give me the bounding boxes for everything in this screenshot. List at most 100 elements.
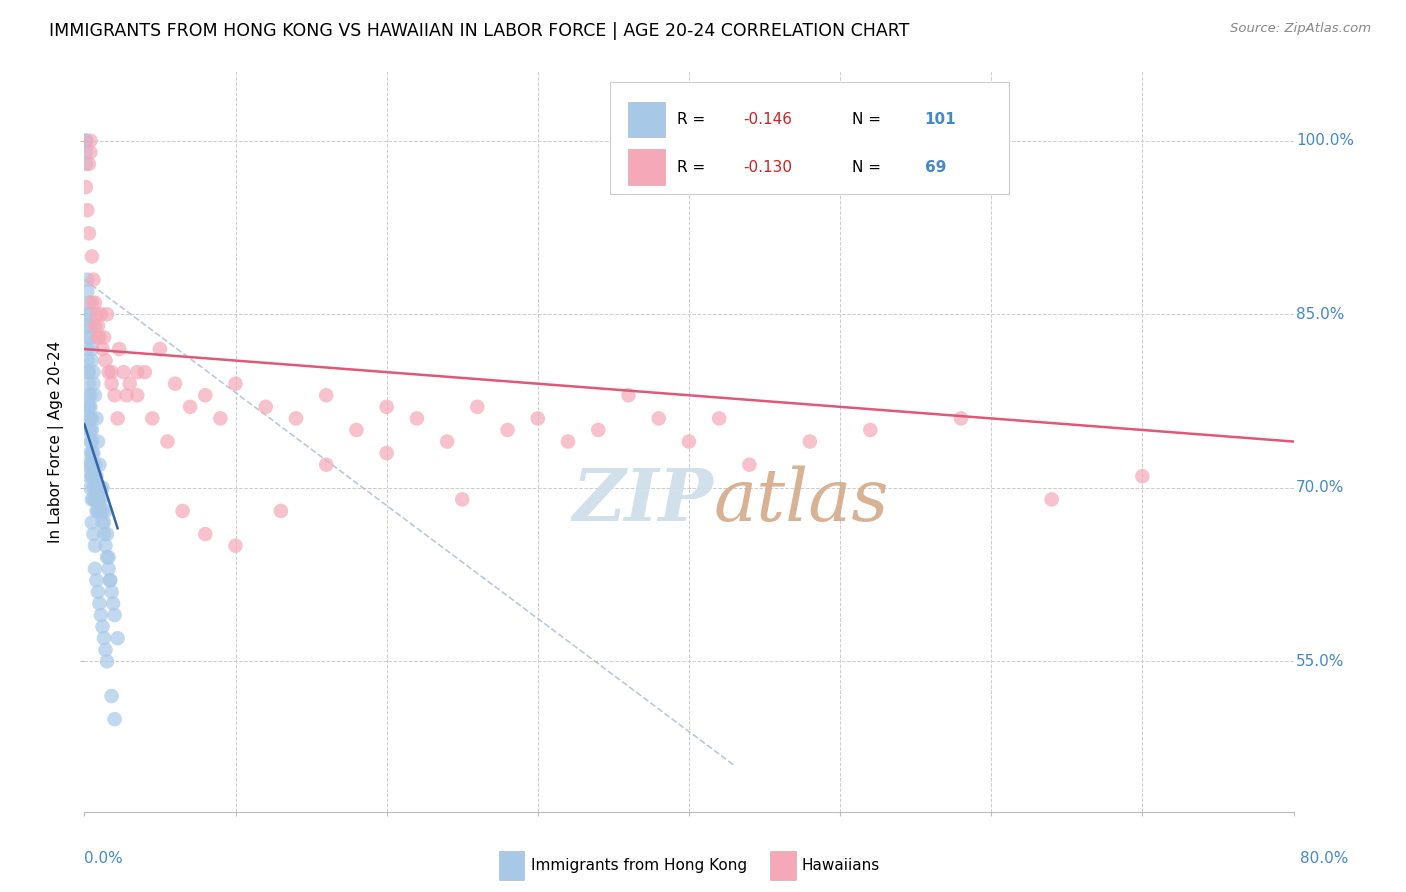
Point bbox=[406, 411, 429, 425]
Text: ZIP: ZIP bbox=[572, 466, 713, 536]
Text: 70.0%: 70.0% bbox=[1296, 480, 1344, 495]
Point bbox=[1130, 469, 1153, 483]
Point bbox=[86, 411, 108, 425]
Point bbox=[91, 620, 114, 634]
Point bbox=[97, 550, 120, 565]
Point bbox=[149, 342, 172, 356]
Point bbox=[375, 446, 398, 460]
Text: Hawaiians: Hawaiians bbox=[801, 858, 880, 872]
Point bbox=[86, 469, 108, 483]
Point bbox=[98, 574, 121, 588]
Point bbox=[90, 608, 112, 623]
Point bbox=[100, 365, 122, 379]
Point bbox=[89, 504, 111, 518]
Point bbox=[80, 411, 103, 425]
Point bbox=[375, 400, 398, 414]
Point bbox=[77, 411, 100, 425]
Point bbox=[84, 318, 107, 333]
Point bbox=[77, 157, 100, 171]
Point bbox=[82, 446, 104, 460]
Point bbox=[79, 400, 101, 414]
Point bbox=[94, 539, 117, 553]
Point bbox=[1040, 492, 1063, 507]
Point bbox=[84, 492, 107, 507]
Point bbox=[80, 458, 103, 472]
Point bbox=[86, 481, 108, 495]
Point bbox=[75, 134, 97, 148]
Point bbox=[194, 527, 217, 541]
Text: 69: 69 bbox=[925, 160, 946, 175]
Bar bbox=[628, 102, 665, 137]
Point bbox=[82, 527, 104, 541]
Point bbox=[225, 539, 247, 553]
Point bbox=[80, 434, 103, 449]
Point bbox=[79, 446, 101, 460]
Point bbox=[115, 388, 138, 402]
Point bbox=[84, 295, 107, 310]
Point bbox=[87, 481, 110, 495]
Point bbox=[76, 342, 98, 356]
Y-axis label: In Labor Force | Age 20-24: In Labor Force | Age 20-24 bbox=[48, 341, 65, 542]
Point bbox=[80, 342, 103, 356]
Point bbox=[194, 388, 217, 402]
Point bbox=[172, 504, 194, 518]
Point bbox=[451, 492, 474, 507]
Point bbox=[77, 307, 100, 321]
Point bbox=[90, 481, 112, 495]
Point bbox=[76, 307, 98, 321]
Point bbox=[80, 446, 103, 460]
Point bbox=[108, 342, 131, 356]
Point bbox=[97, 365, 120, 379]
Point bbox=[76, 353, 98, 368]
Point bbox=[86, 504, 108, 518]
Point bbox=[89, 492, 111, 507]
Point bbox=[87, 330, 110, 344]
Text: -0.146: -0.146 bbox=[744, 112, 793, 127]
Point bbox=[104, 608, 127, 623]
Point bbox=[80, 295, 103, 310]
Point bbox=[436, 434, 458, 449]
Point bbox=[84, 388, 107, 402]
Point bbox=[86, 492, 108, 507]
Point bbox=[87, 504, 110, 518]
Point bbox=[93, 631, 115, 645]
Text: 80.0%: 80.0% bbox=[1301, 851, 1348, 865]
Text: 55.0%: 55.0% bbox=[1296, 654, 1344, 669]
Text: Immigrants from Hong Kong: Immigrants from Hong Kong bbox=[531, 858, 748, 872]
Point bbox=[104, 712, 127, 726]
Point bbox=[496, 423, 519, 437]
Point bbox=[91, 516, 114, 530]
Point bbox=[254, 400, 277, 414]
Point bbox=[80, 250, 103, 264]
Point bbox=[84, 469, 107, 483]
Point bbox=[859, 423, 882, 437]
Point bbox=[527, 411, 550, 425]
Point bbox=[82, 469, 104, 483]
Point bbox=[127, 365, 149, 379]
Point bbox=[80, 492, 103, 507]
Text: IMMIGRANTS FROM HONG KONG VS HAWAIIAN IN LABOR FORCE | AGE 20-24 CORRELATION CHA: IMMIGRANTS FROM HONG KONG VS HAWAIIAN IN… bbox=[49, 22, 910, 40]
Point bbox=[93, 527, 115, 541]
Point bbox=[156, 434, 179, 449]
Text: atlas: atlas bbox=[713, 466, 889, 536]
Point bbox=[87, 318, 110, 333]
Point bbox=[77, 376, 100, 391]
Text: -0.130: -0.130 bbox=[744, 160, 793, 175]
Text: R =: R = bbox=[676, 112, 710, 127]
Point bbox=[76, 330, 98, 344]
Point bbox=[84, 562, 107, 576]
Point bbox=[84, 481, 107, 495]
Point bbox=[82, 365, 104, 379]
Point bbox=[467, 400, 489, 414]
Point bbox=[79, 411, 101, 425]
Point bbox=[107, 411, 129, 425]
Point bbox=[75, 157, 97, 171]
Point bbox=[118, 376, 141, 391]
Point bbox=[80, 423, 103, 437]
Point bbox=[77, 388, 100, 402]
Point bbox=[89, 458, 111, 472]
Point bbox=[209, 411, 232, 425]
Point bbox=[91, 504, 114, 518]
Point bbox=[79, 481, 101, 495]
Point bbox=[141, 411, 163, 425]
